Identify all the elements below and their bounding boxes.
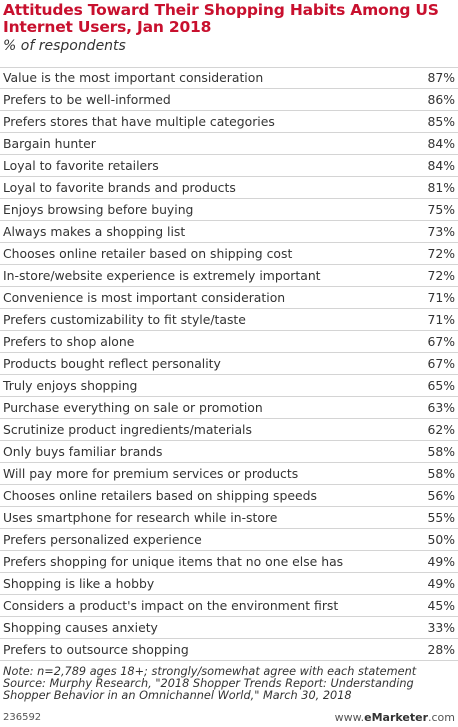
source-note: Note: n=2,789 ages 18+; strongly/somewha… xyxy=(3,665,457,703)
row-value: 84% xyxy=(427,136,455,151)
row-label: Purchase everything on sale or promotion xyxy=(3,400,263,415)
data-table: Value is the most important consideratio… xyxy=(0,67,458,661)
brand-logo: www.eMarketer.com xyxy=(335,711,455,724)
row-value: 75% xyxy=(427,202,455,217)
row-value: 85% xyxy=(427,114,455,129)
brand-name: eMarketer xyxy=(364,711,428,724)
table-row: Purchase everything on sale or promotion… xyxy=(0,397,458,419)
row-label: Only buys familiar brands xyxy=(3,444,163,459)
row-label: Enjoys browsing before buying xyxy=(3,202,194,217)
row-label: Always makes a shopping list xyxy=(3,224,186,239)
row-label: Prefers personalized experience xyxy=(3,532,202,547)
row-value: 55% xyxy=(427,510,455,525)
row-label: Chooses online retailers based on shippi… xyxy=(3,488,317,503)
table-row: Loyal to favorite retailers 84% xyxy=(0,155,458,177)
row-value: 49% xyxy=(427,554,455,569)
row-label: Prefers customizability to fit style/tas… xyxy=(3,312,246,327)
row-value: 72% xyxy=(427,246,455,261)
table-row: Always makes a shopping list 73% xyxy=(0,221,458,243)
chart-id: 236592 xyxy=(3,712,42,723)
row-value: 86% xyxy=(427,92,455,107)
table-row: Only buys familiar brands 58% xyxy=(0,441,458,463)
table-row: Prefers to shop alone 67% xyxy=(0,331,458,353)
table-row: Truly enjoys shopping 65% xyxy=(0,375,458,397)
row-label: Convenience is most important considerat… xyxy=(3,290,286,305)
table-row: In-store/website experience is extremely… xyxy=(0,265,458,287)
table-row: Value is the most important consideratio… xyxy=(0,67,458,89)
row-label: Bargain hunter xyxy=(3,136,96,151)
row-value: 56% xyxy=(427,488,455,503)
row-label: Scrutinize product ingredients/materials xyxy=(3,422,252,437)
row-label: Loyal to favorite brands and products xyxy=(3,180,236,195)
row-value: 81% xyxy=(427,180,455,195)
table-row: Scrutinize product ingredients/materials… xyxy=(0,419,458,441)
row-value: 58% xyxy=(427,466,455,481)
table-row: Prefers customizability to fit style/tas… xyxy=(0,309,458,331)
row-value: 72% xyxy=(427,268,455,283)
chart-subtitle: % of respondents xyxy=(3,38,126,54)
row-value: 33% xyxy=(427,620,455,635)
chart-title: Attitudes Toward Their Shopping Habits A… xyxy=(3,1,439,36)
table-row: Chooses online retailers based on shippi… xyxy=(0,485,458,507)
table-row: Uses smartphone for research while in-st… xyxy=(0,507,458,529)
row-value: 28% xyxy=(427,642,455,657)
row-label: Shopping causes anxiety xyxy=(3,620,158,635)
source-line: Source: Murphy Research, "2018 Shopper T… xyxy=(3,677,414,691)
row-label: Products bought reflect personality xyxy=(3,356,221,371)
row-label: Chooses online retailer based on shippin… xyxy=(3,246,293,261)
table-row: Will pay more for premium services or pr… xyxy=(0,463,458,485)
table-row: Prefers personalized experience 50% xyxy=(0,529,458,551)
row-label: Considers a product's impact on the envi… xyxy=(3,598,339,613)
row-value: 87% xyxy=(427,70,455,85)
table-row: Shopping is like a hobby 49% xyxy=(0,573,458,595)
row-label: Loyal to favorite retailers xyxy=(3,158,159,173)
row-value: 65% xyxy=(427,378,455,393)
row-value: 84% xyxy=(427,158,455,173)
row-label: Prefers to shop alone xyxy=(3,334,135,349)
table-row: Products bought reflect personality 67% xyxy=(0,353,458,375)
table-top-rule xyxy=(0,67,458,68)
table-row: Prefers stores that have multiple catego… xyxy=(0,111,458,133)
row-value: 71% xyxy=(427,290,455,305)
table-row: Considers a product's impact on the envi… xyxy=(0,595,458,617)
row-value: 50% xyxy=(427,532,455,547)
row-label: Will pay more for premium services or pr… xyxy=(3,466,299,481)
row-label: Shopping is like a hobby xyxy=(3,576,155,591)
table-row: Convenience is most important considerat… xyxy=(0,287,458,309)
source-line: Shopper Behavior in an Omnichannel World… xyxy=(3,689,352,703)
brand-suffix: .com xyxy=(428,711,455,724)
row-label: Uses smartphone for research while in-st… xyxy=(3,510,278,525)
brand-prefix: www. xyxy=(334,711,365,724)
row-label: Prefers stores that have multiple catego… xyxy=(3,114,275,129)
row-value: 71% xyxy=(427,312,455,327)
table-row: Prefers shopping for unique items that n… xyxy=(0,551,458,573)
row-label: Prefers shopping for unique items that n… xyxy=(3,554,344,569)
row-label: Truly enjoys shopping xyxy=(3,378,138,393)
table-row: Prefers to be well-informed 86% xyxy=(0,89,458,111)
table-row: Chooses online retailer based on shippin… xyxy=(0,243,458,265)
table-row: Prefers to outsource shopping 28% xyxy=(0,639,458,661)
table-row: Loyal to favorite brands and products 81% xyxy=(0,177,458,199)
table-row: Shopping causes anxiety 33% xyxy=(0,617,458,639)
row-value: 49% xyxy=(427,576,455,591)
row-value: 62% xyxy=(427,422,455,437)
row-label: In-store/website experience is extremely… xyxy=(3,268,321,283)
row-label: Prefers to outsource shopping xyxy=(3,642,189,657)
row-value: 45% xyxy=(427,598,455,613)
table-row: Bargain hunter 84% xyxy=(0,133,458,155)
row-label: Value is the most important consideratio… xyxy=(3,70,264,85)
table-row: Enjoys browsing before buying 75% xyxy=(0,199,458,221)
row-value: 58% xyxy=(427,444,455,459)
note-line: Note: n=2,789 ages 18+; strongly/somewha… xyxy=(3,665,417,678)
row-value: 67% xyxy=(427,356,455,371)
row-value: 73% xyxy=(427,224,455,239)
row-label: Prefers to be well-informed xyxy=(3,92,171,107)
row-value: 63% xyxy=(427,400,455,415)
row-value: 67% xyxy=(427,334,455,349)
